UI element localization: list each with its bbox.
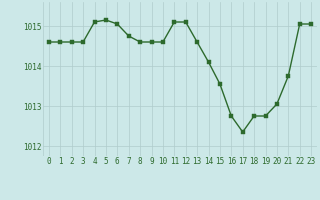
Text: Graphe pression niveau de la mer (hPa): Graphe pression niveau de la mer (hPa) — [48, 182, 272, 192]
